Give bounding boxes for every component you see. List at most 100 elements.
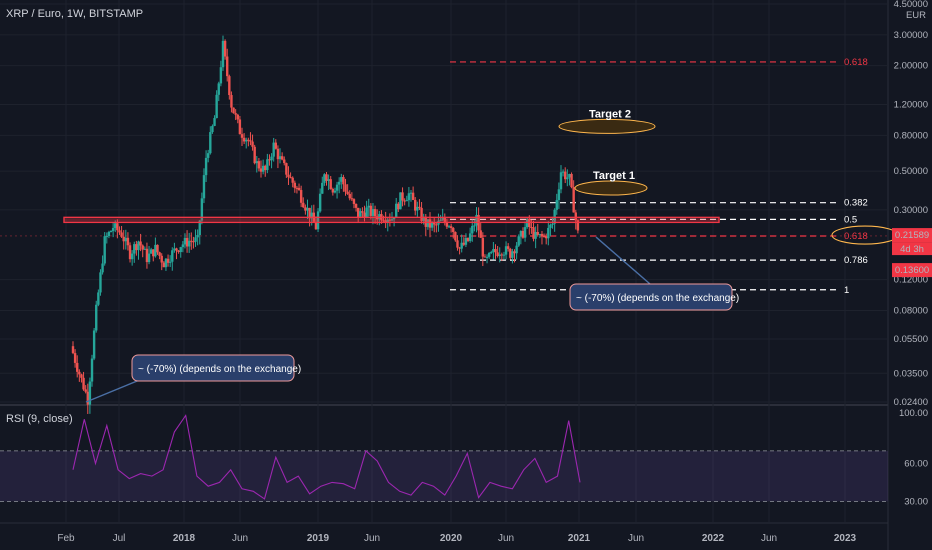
candle-body (276, 148, 280, 160)
price-tick-label: 0.05500 (894, 334, 928, 345)
candle-body (342, 177, 345, 185)
candle-body (500, 254, 504, 256)
rsi-band (0, 450, 888, 502)
candle-body (253, 146, 256, 164)
callout-pointer (85, 378, 143, 403)
candle-body (572, 187, 575, 213)
candle-body (223, 40, 227, 57)
candle-body (221, 40, 225, 68)
candle-body (445, 221, 449, 227)
candle-body (259, 168, 263, 172)
candle-body (152, 249, 155, 257)
candle-body (124, 237, 128, 242)
candle-body (103, 236, 106, 264)
candle-body (403, 200, 406, 202)
candle-body (257, 161, 261, 169)
rsi-title: RSI (9, close) (6, 413, 73, 425)
countdown-value: 4d 3h (900, 244, 924, 255)
candle-body (200, 198, 204, 221)
candle-body (255, 161, 258, 164)
candle-body (523, 227, 527, 238)
fib-level-label: 0.618 (844, 57, 868, 68)
candle-body (517, 236, 520, 246)
candle-body (139, 241, 142, 246)
candle-body (158, 252, 161, 256)
candle-body (483, 256, 487, 258)
candle-body (559, 172, 563, 190)
candle-body (348, 193, 351, 199)
candle-body (536, 231, 539, 235)
candle-body (570, 174, 573, 188)
candle-body (297, 187, 301, 191)
candle-body (460, 242, 463, 249)
candle-body (177, 250, 180, 253)
price-tick-label: 0.80000 (894, 130, 928, 141)
candle-body (196, 235, 199, 238)
price-tick-label: 1.20000 (894, 100, 928, 111)
time-tick-label: Jun (761, 533, 777, 544)
candle-body (97, 292, 100, 305)
candle-body (133, 244, 136, 254)
candle-body (321, 182, 324, 194)
target-label: Target 1 (593, 170, 635, 182)
candle-body (111, 227, 115, 231)
rsi-tick-label: 60.00 (904, 459, 928, 470)
candle-body (344, 184, 347, 192)
red-price-value: 0.13600 (895, 265, 929, 276)
time-tick-label: 2020 (440, 533, 463, 544)
candle-body (194, 237, 197, 242)
fib-level-label: 1 (844, 285, 849, 296)
time-tick-label: Jun (498, 533, 514, 544)
price-tick-label: 0.03500 (894, 368, 928, 379)
candle-body (73, 353, 77, 363)
fib-level-label: 0.382 (844, 198, 868, 209)
candle-body (270, 156, 273, 161)
candle-body (95, 304, 98, 331)
candle-body (99, 272, 102, 293)
fib-retracement: 0.382 0.5 0.618 0.786 1 0.618 (0, 57, 888, 296)
candle-body (285, 163, 288, 175)
candle-body (390, 219, 394, 221)
candle-body (162, 262, 166, 268)
candle-body (247, 139, 250, 141)
callout-pointer (595, 236, 651, 285)
candle-body (181, 244, 185, 248)
candle-body (179, 247, 182, 253)
candle-body (116, 223, 119, 231)
candle-body (481, 237, 485, 257)
candle-body (430, 223, 434, 228)
candle-body (204, 157, 208, 176)
candle-body (439, 220, 442, 222)
price-tick-label: 2.00000 (894, 61, 928, 72)
candle-body (175, 248, 178, 251)
candle-body (289, 177, 292, 179)
candle-body (452, 227, 455, 233)
candle-body (202, 175, 206, 199)
price-tick-label: 4.50000 (894, 0, 928, 10)
candle-body (92, 330, 96, 359)
candle-body (473, 225, 476, 227)
candle-body (141, 245, 144, 250)
fib-level-label: 0.786 (844, 255, 868, 266)
candle-body (511, 251, 514, 258)
candle-body (272, 142, 275, 157)
candle-body (426, 219, 430, 227)
candle-body (365, 207, 368, 218)
candle-body (411, 192, 415, 200)
candle-body (280, 156, 284, 160)
candle-body (468, 233, 472, 241)
candle-body (147, 253, 151, 263)
candle-body (130, 253, 134, 260)
candle-body (557, 189, 561, 201)
candle-body (249, 140, 252, 142)
candle-body (382, 220, 385, 222)
candle-body (384, 220, 387, 223)
candle-body (316, 211, 320, 230)
price-tick-label: 0.50000 (894, 166, 928, 177)
candle-body (120, 232, 123, 237)
callout-box (569, 283, 733, 311)
candle-body (80, 374, 83, 378)
candle-body (234, 113, 237, 115)
candle-body (534, 231, 537, 239)
candle-body (173, 248, 176, 251)
